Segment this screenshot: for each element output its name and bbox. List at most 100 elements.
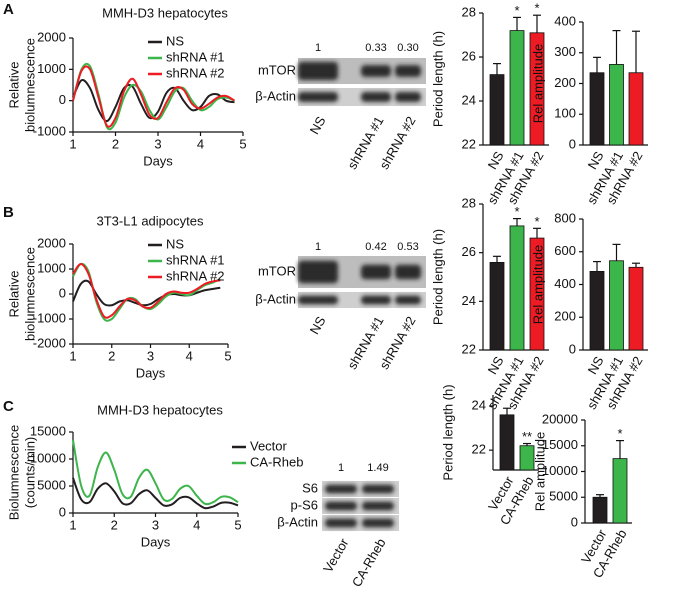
series-line: [72, 439, 239, 506]
x-axis-label: Days: [143, 153, 173, 168]
blot-band: [361, 65, 391, 77]
y-tick-label: 26: [462, 244, 476, 259]
y-axis-label: Biolumnescence: [6, 425, 21, 520]
bar: [628, 72, 644, 146]
legend-label: Vector: [250, 438, 288, 453]
y-tick-label: 0: [59, 92, 66, 107]
y-tick-label: -1000: [33, 123, 66, 138]
panel-label: B: [3, 204, 14, 221]
y-tick-label: 28: [462, 195, 476, 210]
y-tick-label: 15000: [542, 437, 578, 452]
x-tick-label: 1: [69, 136, 76, 151]
y-tick-label: 800: [554, 210, 576, 225]
y-tick-label: 28: [462, 4, 476, 19]
bar: [509, 225, 525, 351]
y-axis-label: Period length (h): [430, 229, 445, 325]
chart-title: MMH-D3 hepatocytes: [102, 5, 228, 20]
blot-row-label: β-Actin: [277, 514, 318, 529]
y-tick-label: 0: [569, 341, 576, 356]
blot-band: [298, 260, 338, 284]
y-tick-label: 400: [554, 276, 576, 291]
y-tick-label: 15000: [30, 423, 66, 438]
y-tick-label: 20000: [542, 411, 578, 426]
bar: [529, 237, 545, 351]
blot-band: [325, 484, 357, 494]
legend-label: shRNA #2: [166, 268, 225, 283]
legend-label: NS: [166, 33, 184, 48]
blot-row-label: β-Actin: [255, 88, 296, 103]
blot-row-label: β-Actin: [255, 291, 296, 306]
bar: [609, 260, 624, 351]
x-tick-label: 4: [193, 517, 200, 532]
y-axis-label: biolumnescence: [22, 38, 37, 132]
y-tick-label: 26: [462, 48, 476, 63]
series-line: [72, 65, 236, 128]
band-quantity: 0.33: [365, 42, 386, 54]
y-tick-label: 10000: [30, 450, 66, 465]
legend-label: shRNA #1: [166, 252, 225, 267]
blot-band: [325, 518, 357, 528]
y-tick-label: 0: [59, 285, 66, 300]
chart-title: MMH-D3 hepatocytes: [97, 402, 223, 417]
significance-label: *: [514, 204, 519, 219]
band-quantity: 0.30: [397, 42, 418, 54]
chart-title: 3T3-L1 adipocytes: [97, 213, 204, 228]
y-axis-label: Relative: [6, 271, 21, 318]
blot-band: [395, 65, 421, 77]
significance-label: *: [534, 214, 539, 229]
x-tick-label: 1: [69, 517, 76, 532]
blot-band: [395, 264, 421, 280]
band-quantity: 1.49: [367, 462, 388, 474]
series-line: [72, 279, 221, 307]
y-tick-label: 600: [554, 243, 576, 258]
y-tick-label: 0: [571, 514, 578, 529]
y-tick-label: 1000: [37, 260, 66, 275]
blot-band: [298, 295, 338, 305]
y-tick-label: 22: [462, 341, 476, 356]
y-tick-label: 22: [472, 442, 486, 457]
blot-band: [298, 92, 338, 102]
y-tick-label: 22: [462, 136, 476, 151]
significance-label: *: [617, 426, 622, 441]
y-tick-label: 0: [569, 136, 576, 151]
y-tick-label: 24: [472, 397, 486, 412]
blot-band: [361, 295, 391, 305]
band-quantity: 1: [315, 241, 321, 253]
series-line: [72, 262, 221, 319]
x-tick-label: 4: [197, 136, 204, 151]
y-tick-label: 300: [554, 44, 576, 59]
blot-band: [298, 61, 338, 81]
x-tick-label: 3: [147, 348, 154, 363]
y-tick-label: 200: [554, 75, 576, 90]
y-axis-label: Rel amplitude: [532, 432, 547, 512]
y-axis-label: (counts/min): [22, 437, 37, 509]
significance-label: *: [534, 1, 539, 16]
legend-label: CA-Rheb: [250, 454, 303, 469]
blot-band: [325, 501, 357, 511]
y-tick-label: 1000: [37, 61, 66, 76]
bar: [489, 74, 505, 146]
x-tick-label: 3: [152, 517, 159, 532]
x-tick-label: 2: [111, 517, 118, 532]
bar: [509, 30, 525, 146]
y-axis-label: Period length (h): [430, 31, 445, 127]
legend-label: shRNA #1: [166, 49, 225, 64]
y-tick-label: 5000: [549, 489, 578, 504]
blot-row-label: p-S6: [291, 497, 318, 512]
bar: [612, 458, 628, 524]
bar: [592, 496, 608, 524]
x-tick-label: 5: [224, 348, 231, 363]
y-tick-label: 2000: [37, 235, 66, 250]
bar: [499, 414, 515, 471]
y-axis-label: Rel amplitude: [530, 245, 545, 325]
y-tick-label: -2000: [33, 335, 66, 350]
x-tick-label: 1: [69, 348, 76, 363]
blot-row-label: mTOR: [258, 263, 296, 278]
blot-band: [361, 92, 391, 102]
y-axis-label: Relative: [6, 62, 21, 109]
bar: [609, 64, 624, 146]
legend-label: NS: [166, 236, 184, 251]
y-tick-label: 200: [554, 309, 576, 324]
x-tick-label: 5: [239, 136, 246, 151]
